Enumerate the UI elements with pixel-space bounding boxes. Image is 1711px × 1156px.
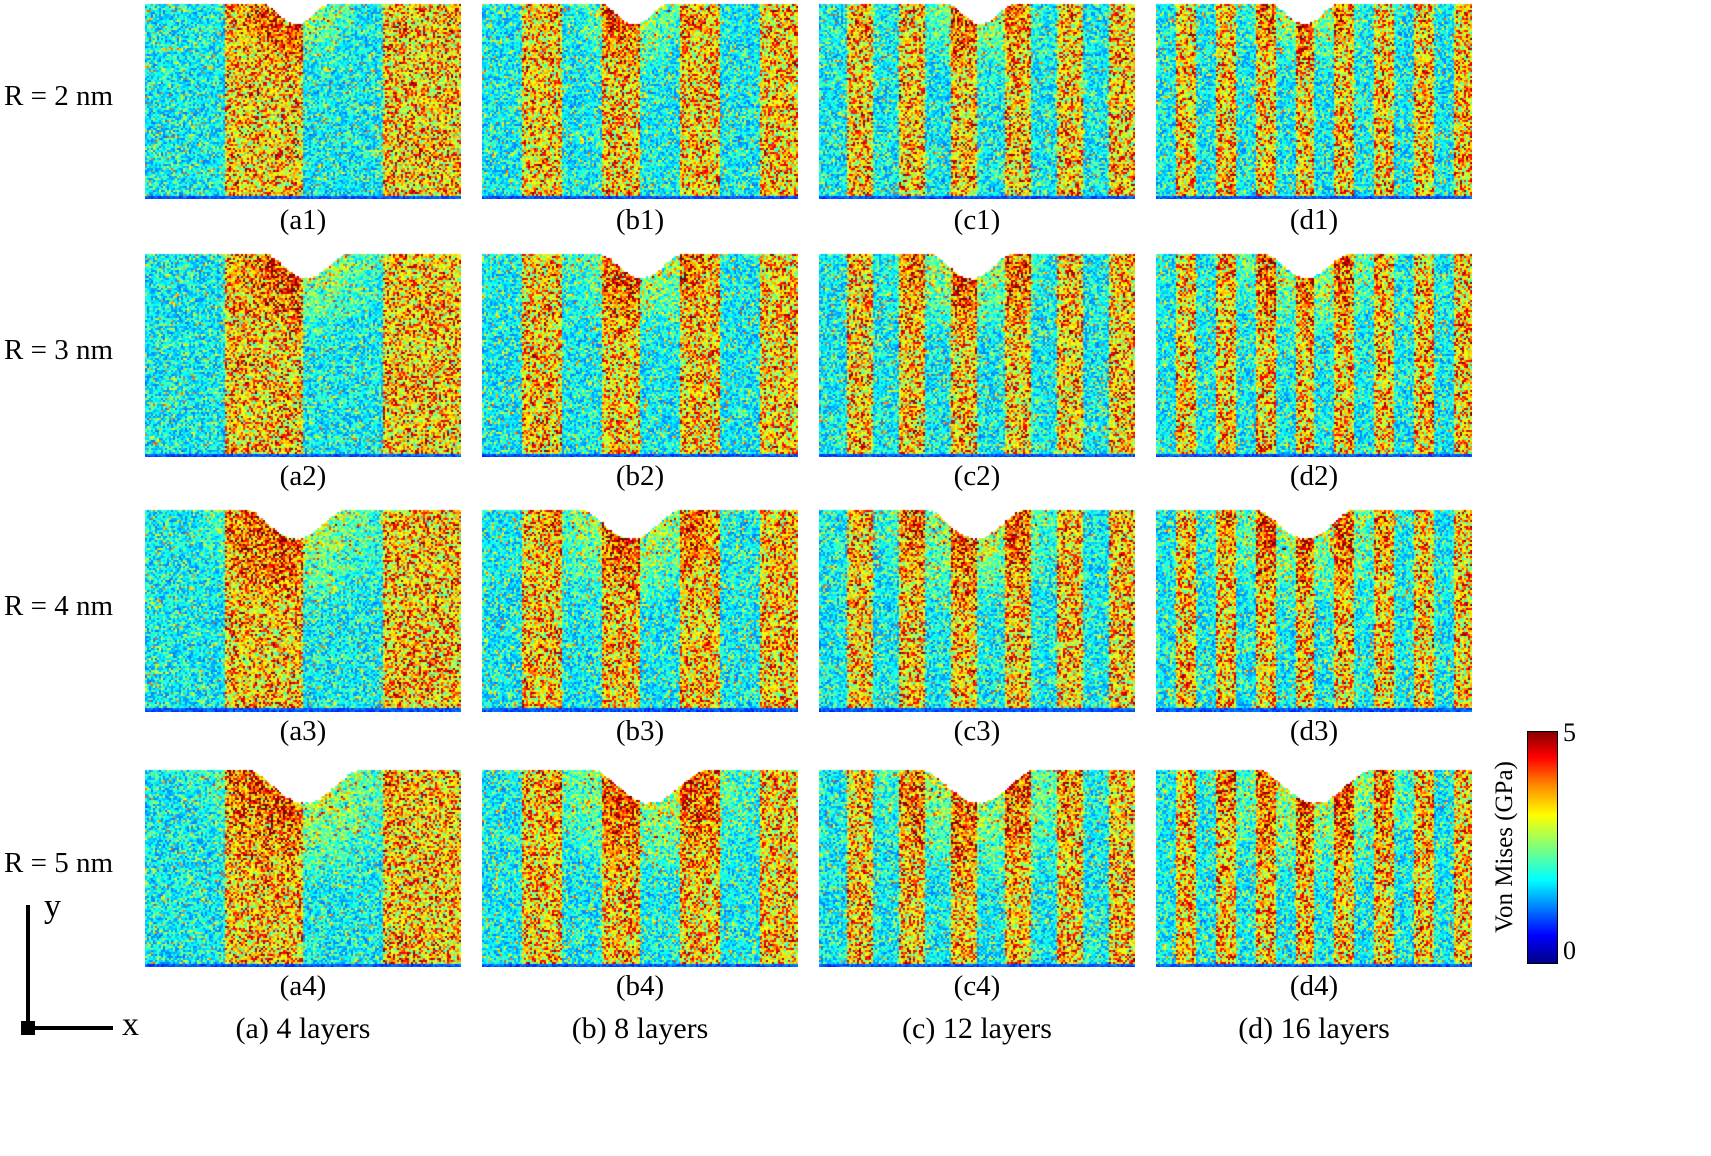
- stress-map-c2: [819, 252, 1135, 457]
- panel-d4: [1156, 768, 1472, 967]
- panel-c3: [819, 508, 1135, 712]
- stress-map-a2: [145, 252, 461, 457]
- stress-map-b3: [482, 508, 798, 712]
- colorbar-title: Von Mises (GPa): [1491, 727, 1517, 967]
- panel-caption-a4: (a4): [145, 969, 461, 1004]
- stress-map-d3: [1156, 508, 1472, 712]
- panel-b3: [482, 508, 798, 712]
- panel-d1: [1156, 2, 1472, 199]
- panel-d3: [1156, 508, 1472, 712]
- stress-map-b4: [482, 768, 798, 967]
- panel-a4: [145, 768, 461, 967]
- stress-map-d2: [1156, 252, 1472, 457]
- panel-c2: [819, 252, 1135, 457]
- x-axis-label: x: [122, 1006, 139, 1044]
- colorbar-gradient: [1527, 731, 1558, 964]
- panel-caption-a3: (a3): [145, 714, 461, 749]
- panel-b1: [482, 2, 798, 199]
- axes-origin-marker: [21, 1021, 35, 1035]
- panel-caption-d4: (d4): [1156, 969, 1472, 1004]
- panel-a2: [145, 252, 461, 457]
- column-caption-8-layers: (b) 8 layers: [482, 1012, 798, 1046]
- panel-c4: [819, 768, 1135, 967]
- panel-caption-b1: (b1): [482, 203, 798, 238]
- row-label-r3nm: R = 3 nm: [4, 334, 144, 367]
- colorbar-max-label: 5: [1563, 718, 1576, 748]
- column-caption-16-layers: (d) 16 layers: [1156, 1012, 1472, 1046]
- row-label-r4nm: R = 4 nm: [4, 590, 144, 623]
- y-axis-label: y: [44, 888, 61, 926]
- y-axis-line: [26, 905, 30, 1030]
- panel-caption-c2: (c2): [819, 459, 1135, 494]
- stress-map-c1: [819, 2, 1135, 199]
- panel-caption-c4: (c4): [819, 969, 1135, 1004]
- panel-a1: [145, 2, 461, 199]
- panel-caption-b3: (b3): [482, 714, 798, 749]
- stress-map-c3: [819, 508, 1135, 712]
- x-axis-line: [28, 1026, 113, 1030]
- colorbar-min-label: 0: [1563, 936, 1576, 966]
- panel-caption-c3: (c3): [819, 714, 1135, 749]
- simulation-figure: R = 2 nm R = 3 nm R = 4 nm R = 5 nm (a1)…: [0, 0, 1711, 1156]
- panel-caption-a1: (a1): [145, 203, 461, 238]
- panel-a3: [145, 508, 461, 712]
- stress-map-a1: [145, 2, 461, 199]
- stress-map-a3: [145, 508, 461, 712]
- panel-caption-d2: (d2): [1156, 459, 1472, 494]
- panel-caption-b4: (b4): [482, 969, 798, 1004]
- panel-b4: [482, 768, 798, 967]
- stress-map-b1: [482, 2, 798, 199]
- stress-map-d1: [1156, 2, 1472, 199]
- column-caption-4-layers: (a) 4 layers: [145, 1012, 461, 1046]
- panel-caption-d3: (d3): [1156, 714, 1472, 749]
- row-label-r5nm: R = 5 nm: [4, 847, 144, 880]
- row-label-r2nm: R = 2 nm: [4, 80, 144, 113]
- panel-caption-d1: (d1): [1156, 203, 1472, 238]
- stress-map-b2: [482, 252, 798, 457]
- stress-map-d4: [1156, 768, 1472, 967]
- panel-d2: [1156, 252, 1472, 457]
- panel-caption-c1: (c1): [819, 203, 1135, 238]
- stress-map-a4: [145, 768, 461, 967]
- stress-map-c4: [819, 768, 1135, 967]
- panel-caption-b2: (b2): [482, 459, 798, 494]
- panel-caption-a2: (a2): [145, 459, 461, 494]
- panel-c1: [819, 2, 1135, 199]
- column-caption-12-layers: (c) 12 layers: [819, 1012, 1135, 1046]
- panel-b2: [482, 252, 798, 457]
